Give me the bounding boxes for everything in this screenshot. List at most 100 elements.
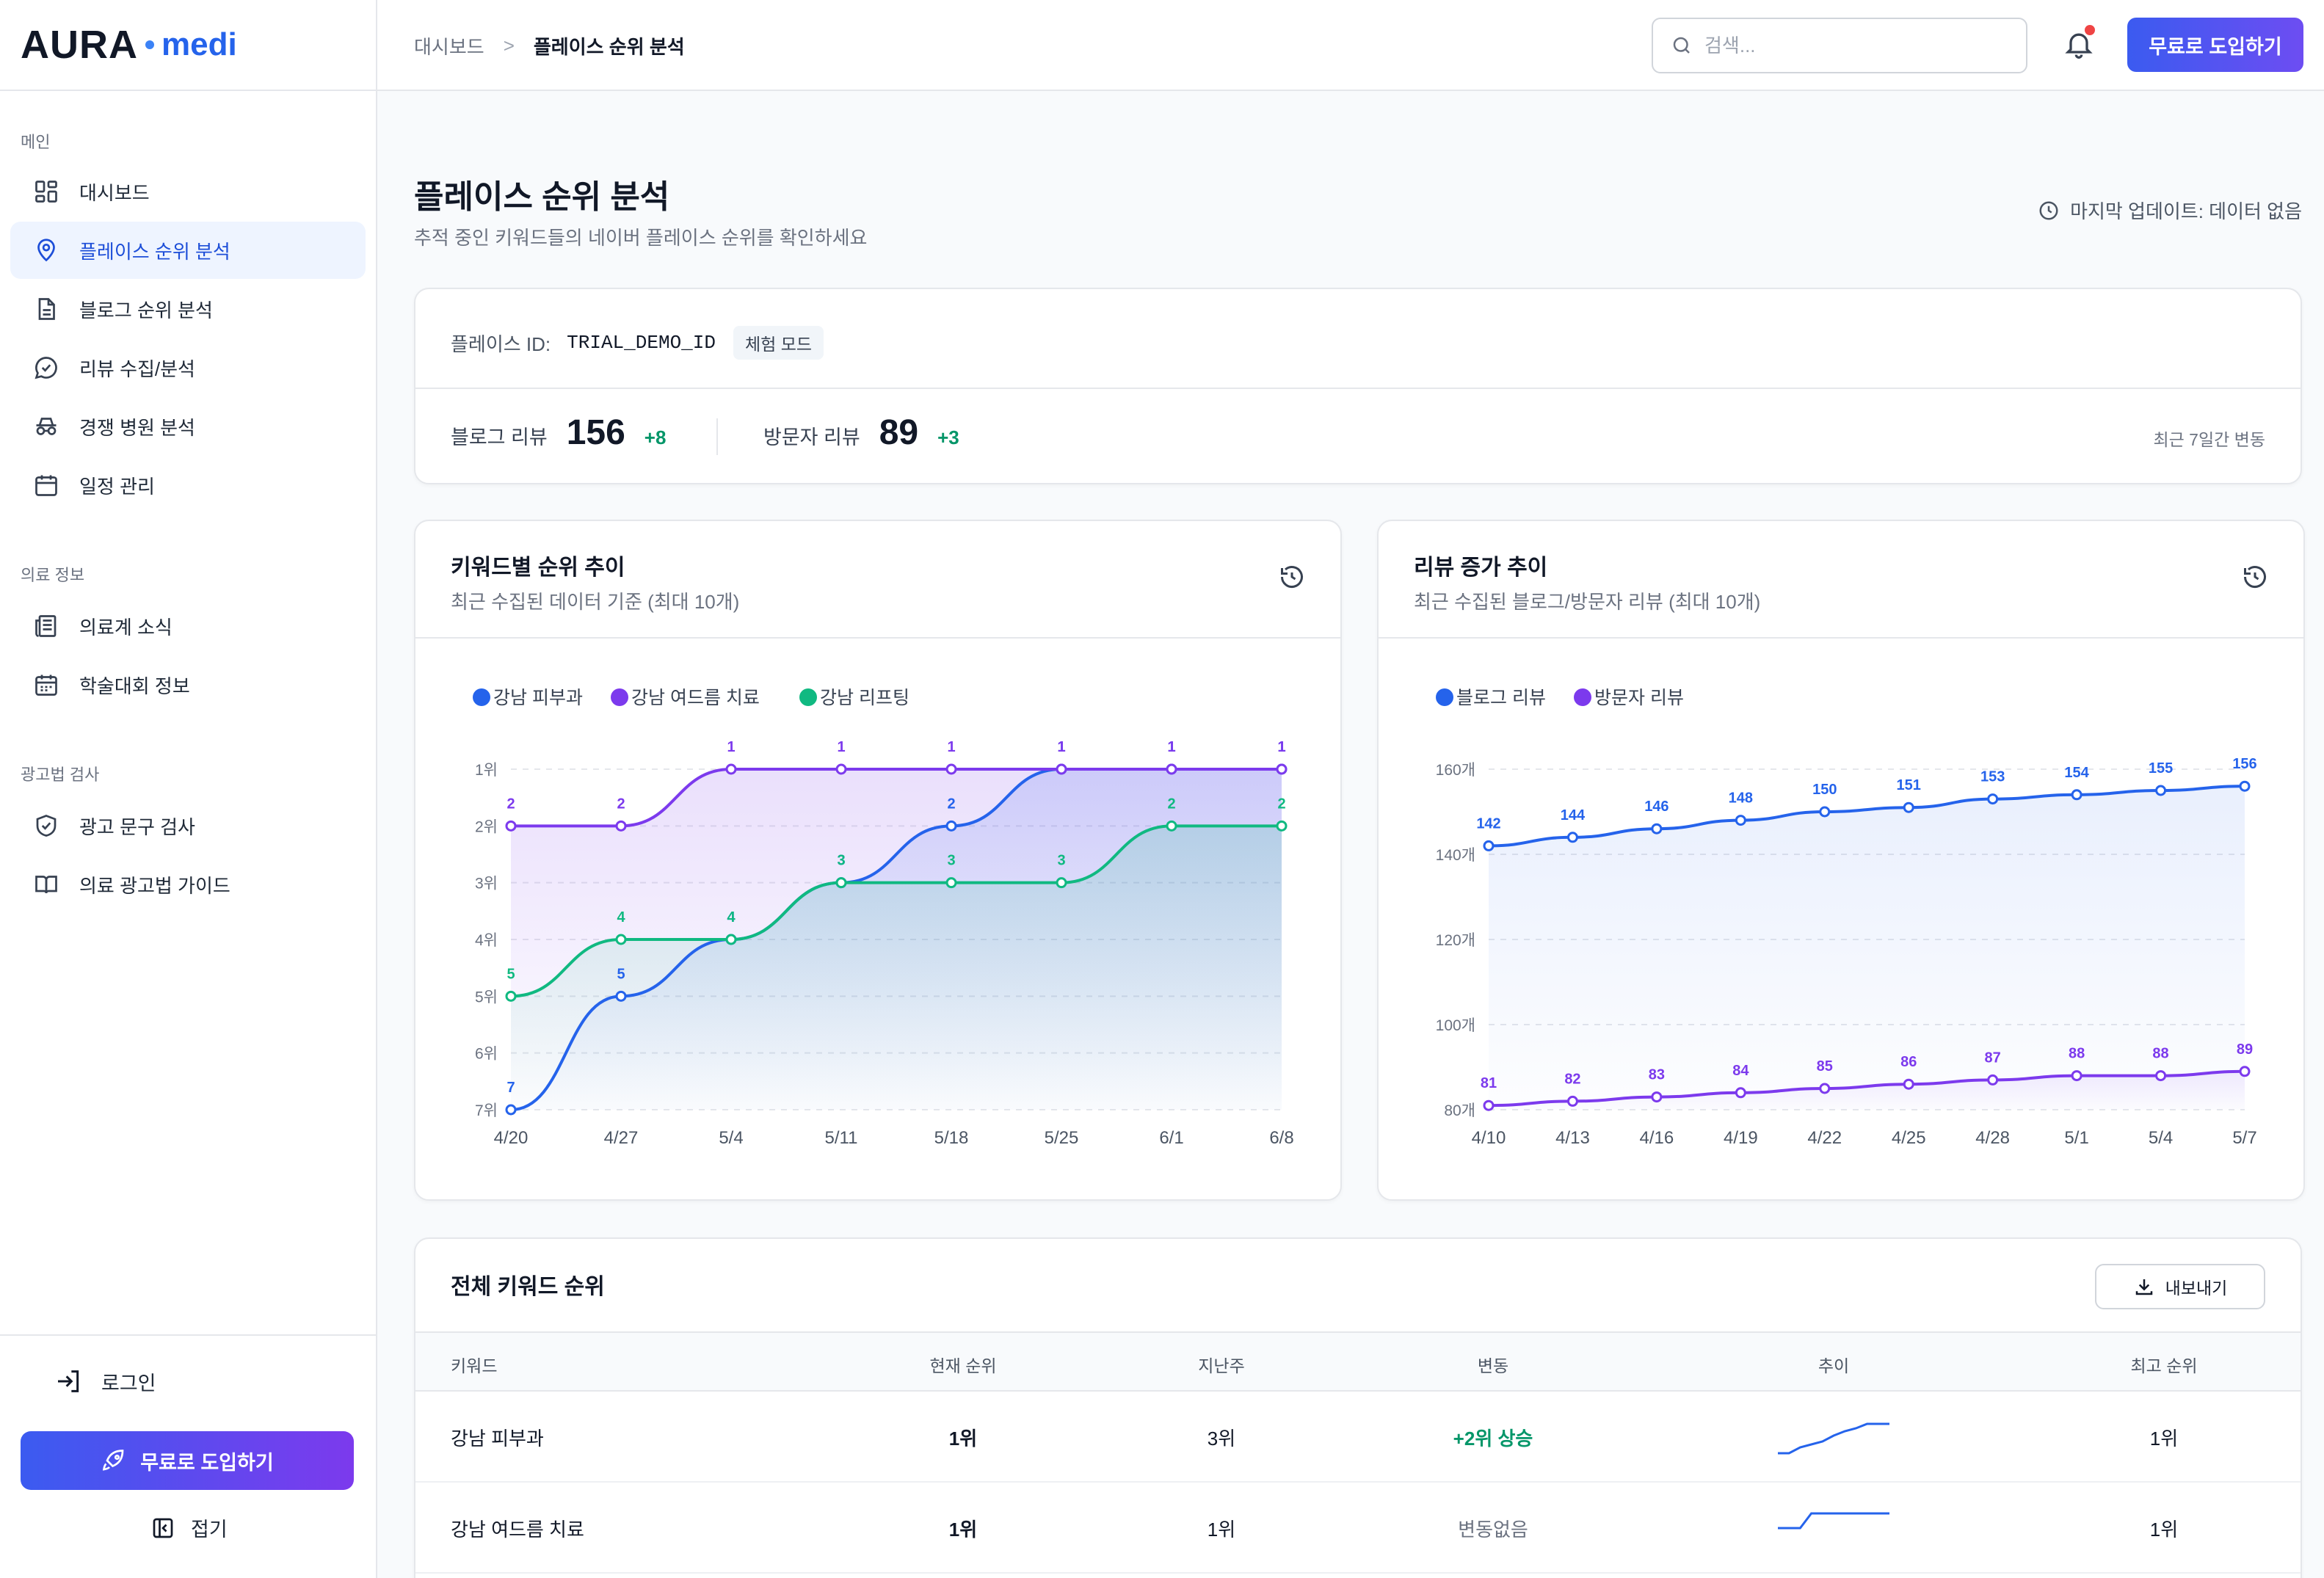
place-id-row: 플레이스 ID: TRIAL_DEMO_ID 체험 모드	[451, 326, 824, 360]
legend-item: 블로그 리뷰	[1436, 688, 1546, 708]
data-point	[505, 820, 517, 832]
last-update: 마지막 업데이트: 데이터 없음	[2038, 197, 2302, 224]
visitor-review-value: 89	[879, 413, 919, 452]
sidebar-item-ad-check[interactable]: 광고 문구 검사	[10, 797, 366, 854]
sidebar-item-conference[interactable]: 학술대회 정보	[10, 656, 366, 713]
data-label: 4	[727, 909, 736, 926]
login-icon	[58, 1370, 79, 1392]
col-current-rank[interactable]: 현재 순위	[929, 1356, 997, 1375]
data-label: 150	[1812, 782, 1837, 798]
data-point	[1483, 1099, 1495, 1111]
col-last-week[interactable]: 지난주	[1198, 1356, 1245, 1375]
login-button[interactable]: 로그인	[54, 1367, 156, 1396]
rank-trend-card: 키워드별 순위 추이 최근 수집된 데이터 기준 (최대 10개) 강남 피부과…	[414, 520, 1342, 1201]
legend-swatch	[1436, 688, 1453, 706]
shield-check-icon	[32, 812, 60, 840]
sidebar-item-blog-rank[interactable]: 블로그 순위 분석	[10, 280, 366, 338]
logo[interactable]: AURA medi	[0, 0, 376, 91]
export-button[interactable]: 내보내기	[2095, 1264, 2265, 1309]
data-point	[725, 934, 737, 945]
x-tick-label: 4/20	[494, 1128, 529, 1148]
rank-chart-plot: 강남 피부과 강남 여드름 치료 강남 리프팅 1위 2위 3위 4위 5위 6위 7위 4/20 4…	[473, 688, 1294, 1148]
sidebar-item-competitor[interactable]: 경쟁 병원 분석	[10, 398, 366, 455]
trend-sparkline	[1778, 1422, 1889, 1455]
data-point	[2239, 780, 2251, 792]
col-keyword[interactable]: 키워드	[451, 1356, 498, 1375]
sidebar-item-review[interactable]: 리뷰 수집/분석	[10, 339, 366, 396]
x-tick-label: 4/22	[1807, 1128, 1842, 1148]
data-label: 2	[1277, 796, 1285, 812]
data-label: 81	[1481, 1075, 1497, 1091]
legend-item: 강남 여드름 치료	[611, 688, 760, 708]
search-input[interactable]	[1704, 34, 2013, 57]
blog-review-value: 156	[566, 413, 625, 452]
sidebar-item-schedule[interactable]: 일정 관리	[10, 457, 366, 514]
data-point	[945, 820, 957, 832]
y-tick-label: 140개	[1436, 847, 1475, 864]
col-best-rank[interactable]: 최고 순위	[2130, 1356, 2198, 1375]
search-box[interactable]	[1652, 18, 2027, 73]
data-point	[1819, 806, 1831, 818]
sidebar-item-label: 학술대회 정보	[79, 675, 190, 697]
sidebar-cta-button[interactable]: 무료로 도입하기	[21, 1431, 354, 1490]
history-icon[interactable]	[2242, 564, 2268, 590]
legend-label: 강남 여드름 치료	[631, 688, 760, 708]
y-tick-label: 6위	[475, 1046, 498, 1063]
sparkline-line	[1778, 1422, 1889, 1455]
sidebar-item-medical-news[interactable]: 의료계 소식	[10, 597, 366, 655]
spy-icon	[32, 412, 60, 440]
legend-item: 강남 리프팅	[799, 688, 909, 708]
y-tick-label: 3위	[475, 876, 498, 892]
legend-label: 블로그 리뷰	[1456, 688, 1546, 708]
data-label: 1	[947, 739, 955, 755]
data-label: 84	[1732, 1063, 1749, 1079]
divider	[1379, 637, 2303, 639]
data-point	[1276, 763, 1288, 775]
login-label: 로그인	[101, 1372, 156, 1395]
topbar-cta-button[interactable]: 무료로 도입하기	[2127, 18, 2303, 72]
y-tick-label: 100개	[1436, 1017, 1475, 1034]
sidebar-item-place-rank[interactable]: 플레이스 순위 분석	[10, 222, 366, 279]
series-line	[1488, 785, 2245, 848]
data-point	[835, 763, 847, 775]
cell-last-week: 3위	[1207, 1428, 1236, 1450]
table-row[interactable]: 강남 피부과 1위 3위 +2위 상승 1위	[415, 1392, 2301, 1483]
sidebar-item-label: 블로그 순위 분석	[79, 299, 213, 321]
col-change[interactable]: 변동	[1477, 1356, 1509, 1375]
y-tick-label: 80개	[1444, 1102, 1475, 1119]
data-point	[1819, 1083, 1831, 1094]
history-icon[interactable]	[1279, 564, 1305, 590]
sidebar-item-label: 일정 관리	[79, 475, 155, 498]
data-point	[2071, 789, 2082, 801]
notification-button[interactable]	[2063, 25, 2095, 60]
breadcrumb-dashboard[interactable]: 대시보드	[414, 36, 484, 58]
x-tick-label: 6/1	[1159, 1128, 1183, 1148]
data-point	[945, 877, 957, 889]
x-tick-label: 4/13	[1555, 1128, 1590, 1148]
bell-icon	[2065, 33, 2093, 59]
logo-medi-text: medi	[161, 26, 237, 62]
data-label: 148	[1729, 790, 1753, 807]
nav-section-adlaw: 광고법 검사	[21, 766, 100, 784]
data-label: 156	[2232, 756, 2256, 772]
data-point	[2239, 1066, 2251, 1077]
data-label: 144	[1561, 807, 1586, 823]
sidebar-item-dashboard[interactable]: 대시보드	[10, 163, 366, 220]
legend-swatch	[611, 688, 628, 706]
export-label: 내보내기	[2165, 1279, 2228, 1298]
data-label: 1	[1057, 739, 1065, 755]
data-point	[1651, 823, 1663, 835]
notification-badge	[2085, 25, 2095, 35]
topbar: 대시보드 > 플레이스 순위 분석 무료로 도입하기	[377, 0, 2324, 91]
cell-current-rank: 1위	[948, 1428, 978, 1450]
table-row[interactable]: 강남 여드름 치료 1위 1위 변동없음 1위	[415, 1483, 2301, 1574]
sidebar-item-label: 대시보드	[79, 181, 150, 204]
sidebar-item-adlaw-guide[interactable]: 의료 광고법 가이드	[10, 856, 366, 913]
collapse-button[interactable]: 접기	[150, 1513, 228, 1542]
data-label: 3	[837, 853, 845, 869]
data-label: 153	[1980, 769, 2005, 785]
data-label: 2	[947, 796, 955, 812]
col-trend[interactable]: 추이	[1818, 1356, 1850, 1375]
data-label: 3	[1057, 853, 1065, 869]
sidebar-item-label: 의료 광고법 가이드	[79, 874, 230, 897]
